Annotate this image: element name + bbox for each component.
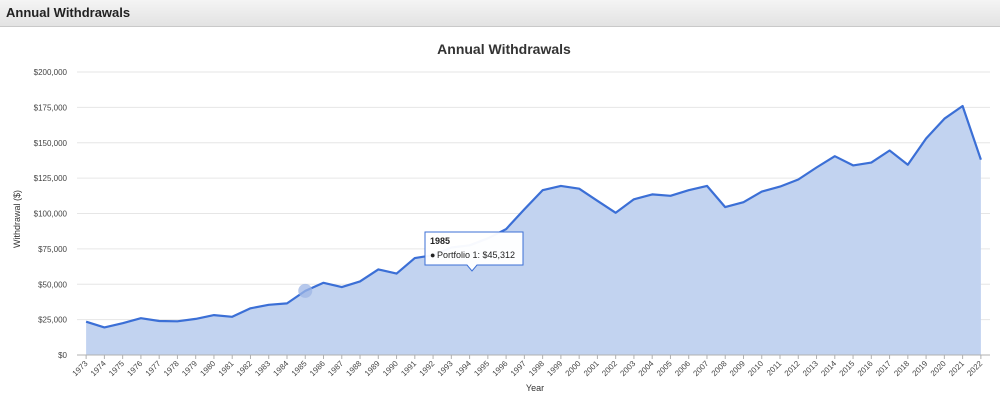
x-tick-label: 2013 <box>801 359 820 378</box>
tooltip-series-label: Portfolio 1: $45,312 <box>437 250 515 260</box>
hover-point-marker <box>298 283 313 298</box>
x-tick-label: 2009 <box>728 359 747 378</box>
x-tick-label: 2000 <box>564 359 583 378</box>
annual-withdrawals-chart: $0 $25,000 $50,000 $75,000 $100,000 $125,000 $… <box>12 41 990 393</box>
y-tick-label: $50,000 <box>38 280 67 289</box>
x-tick-label: 1979 <box>180 359 199 378</box>
x-tick-label: 1996 <box>491 359 510 378</box>
x-tick-label: 2008 <box>710 359 729 378</box>
y-tick-label: $75,000 <box>38 245 67 254</box>
x-axis: 1973 1974 1975 1976 1977 1978 1979 1980 1981 1982… <box>71 354 990 378</box>
x-tick-label: 2003 <box>618 359 637 378</box>
x-tick-label: 1975 <box>107 359 126 378</box>
series-area <box>86 106 981 355</box>
x-tick-label: 1981 <box>217 359 236 378</box>
y-axis-title: Withdrawal ($) <box>12 190 22 248</box>
x-tick-label: 2011 <box>765 359 784 378</box>
x-tick-label: 2020 <box>929 359 948 378</box>
x-tick-label: 1983 <box>253 359 272 378</box>
panel-title: Annual Withdrawals <box>6 5 131 20</box>
panel-header: Annual Withdrawals <box>0 0 1000 27</box>
x-tick-label: 2019 <box>911 359 930 378</box>
x-tick-label: 1988 <box>344 359 363 378</box>
x-axis-title: Year <box>526 383 544 393</box>
x-tick-label: 2004 <box>637 359 656 378</box>
x-tick-label: 1974 <box>89 359 108 378</box>
x-tick-label: 2022 <box>965 359 984 378</box>
x-tick-label: 1998 <box>527 359 546 378</box>
x-tick-label: 2005 <box>655 359 674 378</box>
x-tick-label: 1993 <box>436 359 455 378</box>
y-tick-label: $125,000 <box>34 174 68 183</box>
x-tick-label: 1976 <box>125 359 144 378</box>
chart-title: Annual Withdrawals <box>437 41 571 57</box>
x-tick-label: 1987 <box>326 359 345 378</box>
x-tick-label: 2015 <box>838 359 857 378</box>
x-tick-label: 1991 <box>399 359 418 378</box>
x-tick-label: 1990 <box>381 359 400 378</box>
tooltip-box <box>424 231 524 272</box>
x-tick-label: 2002 <box>600 359 619 378</box>
y-tick-label: $25,000 <box>38 316 67 325</box>
x-tick-label: 1977 <box>144 359 163 378</box>
x-tick-label: 2001 <box>582 359 601 378</box>
x-tick-label: 2006 <box>673 359 692 378</box>
x-tick-label: 1973 <box>71 359 90 378</box>
x-tick-label: 1980 <box>198 359 217 378</box>
x-tick-label: 1986 <box>308 359 327 378</box>
x-tick-label: 2010 <box>746 359 765 378</box>
x-tick-label: 1997 <box>509 359 528 378</box>
x-tick-label: 1985 <box>290 359 309 378</box>
y-tick-label: $100,000 <box>34 210 68 219</box>
tooltip-title: 1985 <box>430 236 450 246</box>
x-tick-label: 2007 <box>691 359 710 378</box>
tooltip: 1985 ● Portfolio 1: $45,312 <box>298 231 524 298</box>
y-tick-label: $150,000 <box>34 139 68 148</box>
x-tick-label: 1995 <box>472 359 491 378</box>
y-tick-label: $175,000 <box>34 103 68 112</box>
x-tick-label: 1994 <box>454 359 473 378</box>
y-tick-label: $200,000 <box>34 68 68 77</box>
x-tick-label: 1999 <box>545 359 564 378</box>
x-tick-label: 1978 <box>162 359 181 378</box>
x-tick-label: 2012 <box>783 359 802 378</box>
x-tick-label: 1984 <box>271 359 290 378</box>
x-tick-label: 2021 <box>947 359 966 378</box>
x-tick-label: 1992 <box>418 359 437 378</box>
tooltip-series-bullet: ● <box>430 250 435 260</box>
x-tick-label: 2014 <box>819 359 838 378</box>
series-line <box>85 104 982 329</box>
x-tick-label: 2018 <box>892 359 911 378</box>
x-tick-label: 1982 <box>235 359 254 378</box>
x-tick-label: 1989 <box>363 359 382 378</box>
x-tick-label: 2016 <box>856 359 875 378</box>
x-tick-label: 2017 <box>874 359 893 378</box>
y-tick-label: $0 <box>58 351 67 360</box>
area-layer <box>85 104 982 355</box>
y-axis: $0 $25,000 $50,000 $75,000 $100,000 $125,000 $… <box>34 68 68 360</box>
